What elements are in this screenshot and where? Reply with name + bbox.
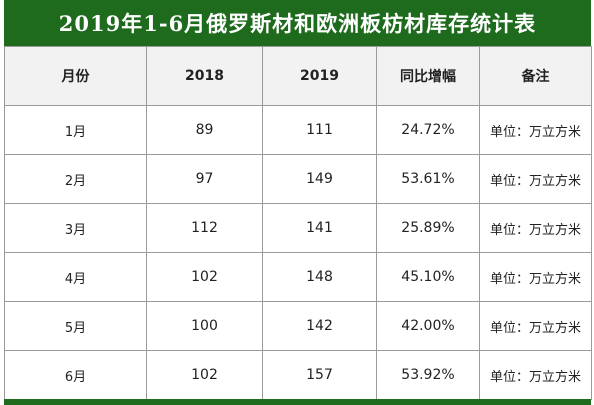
table-title: 2019年1-6月俄罗斯材和欧洲板枋材库存统计表 xyxy=(4,0,591,46)
table-row: 4月 102 148 45.10% 单位：万立方米 xyxy=(4,252,592,302)
column-header-growth: 同比增幅 xyxy=(376,46,480,106)
cell-month: 3月 xyxy=(4,203,147,253)
cell-2018: 112 xyxy=(146,203,263,253)
cell-growth: 45.10% xyxy=(376,252,480,302)
cell-2018: 89 xyxy=(146,105,263,155)
cell-2018: 97 xyxy=(146,154,263,204)
cell-growth: 25.89% xyxy=(376,203,480,253)
cell-2019: 149 xyxy=(262,154,377,204)
cell-2018: 102 xyxy=(146,350,263,400)
cell-month: 6月 xyxy=(4,350,147,400)
cell-month: 2月 xyxy=(4,154,147,204)
column-header-note: 备注 xyxy=(479,46,592,106)
cell-growth: 53.92% xyxy=(376,350,480,400)
table-row: 3月 112 141 25.89% 单位：万立方米 xyxy=(4,203,592,253)
column-header-2019: 2019 xyxy=(262,46,377,106)
cell-growth: 53.61% xyxy=(376,154,480,204)
cell-2019: 142 xyxy=(262,301,377,351)
statistics-table-container: 2019年1-6月俄罗斯材和欧洲板枋材库存统计表 月份 2018 2019 同比… xyxy=(4,0,592,405)
table-row: 1月 89 111 24.72% 单位：万立方米 xyxy=(4,105,592,155)
cell-note: 单位：万立方米 xyxy=(479,154,592,204)
column-header-month: 月份 xyxy=(4,46,147,106)
cell-note: 单位：万立方米 xyxy=(479,301,592,351)
header-row: 月份 2018 2019 同比增幅 备注 xyxy=(4,46,592,106)
cell-2018: 102 xyxy=(146,252,263,302)
table-row: 5月 100 142 42.00% 单位：万立方米 xyxy=(4,301,592,351)
cell-2019: 157 xyxy=(262,350,377,400)
inventory-table: 月份 2018 2019 同比增幅 备注 1月 89 111 24.72% 单位… xyxy=(4,46,592,400)
cell-month: 1月 xyxy=(4,105,147,155)
table-row: 6月 102 157 53.92% 单位：万立方米 xyxy=(4,350,592,400)
cell-note: 单位：万立方米 xyxy=(479,252,592,302)
cell-2019: 148 xyxy=(262,252,377,302)
cell-month: 5月 xyxy=(4,301,147,351)
cell-2018: 100 xyxy=(146,301,263,351)
table-row: 2月 97 149 53.61% 单位：万立方米 xyxy=(4,154,592,204)
cell-month: 4月 xyxy=(4,252,147,302)
bottom-border-bar xyxy=(4,399,591,405)
cell-note: 单位：万立方米 xyxy=(479,203,592,253)
column-header-2018: 2018 xyxy=(146,46,263,106)
cell-growth: 24.72% xyxy=(376,105,480,155)
cell-2019: 141 xyxy=(262,203,377,253)
cell-note: 单位：万立方米 xyxy=(479,105,592,155)
cell-growth: 42.00% xyxy=(376,301,480,351)
cell-note: 单位：万立方米 xyxy=(479,350,592,400)
cell-2019: 111 xyxy=(262,105,377,155)
